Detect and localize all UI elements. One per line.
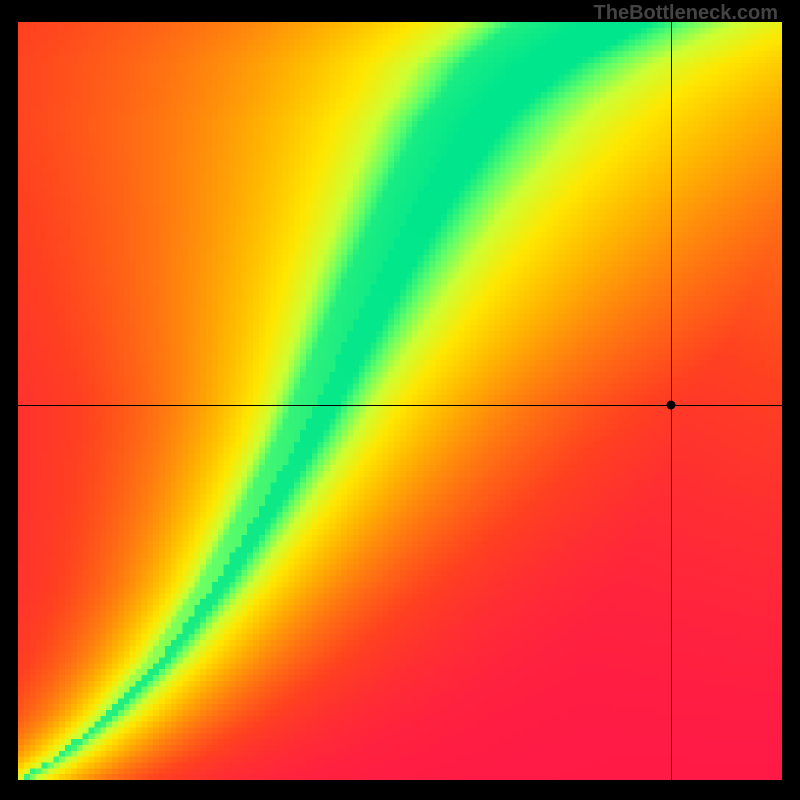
- chart-container: TheBottleneck.com: [0, 0, 800, 800]
- plot-frame: [18, 22, 782, 780]
- crosshair-marker: [667, 400, 676, 409]
